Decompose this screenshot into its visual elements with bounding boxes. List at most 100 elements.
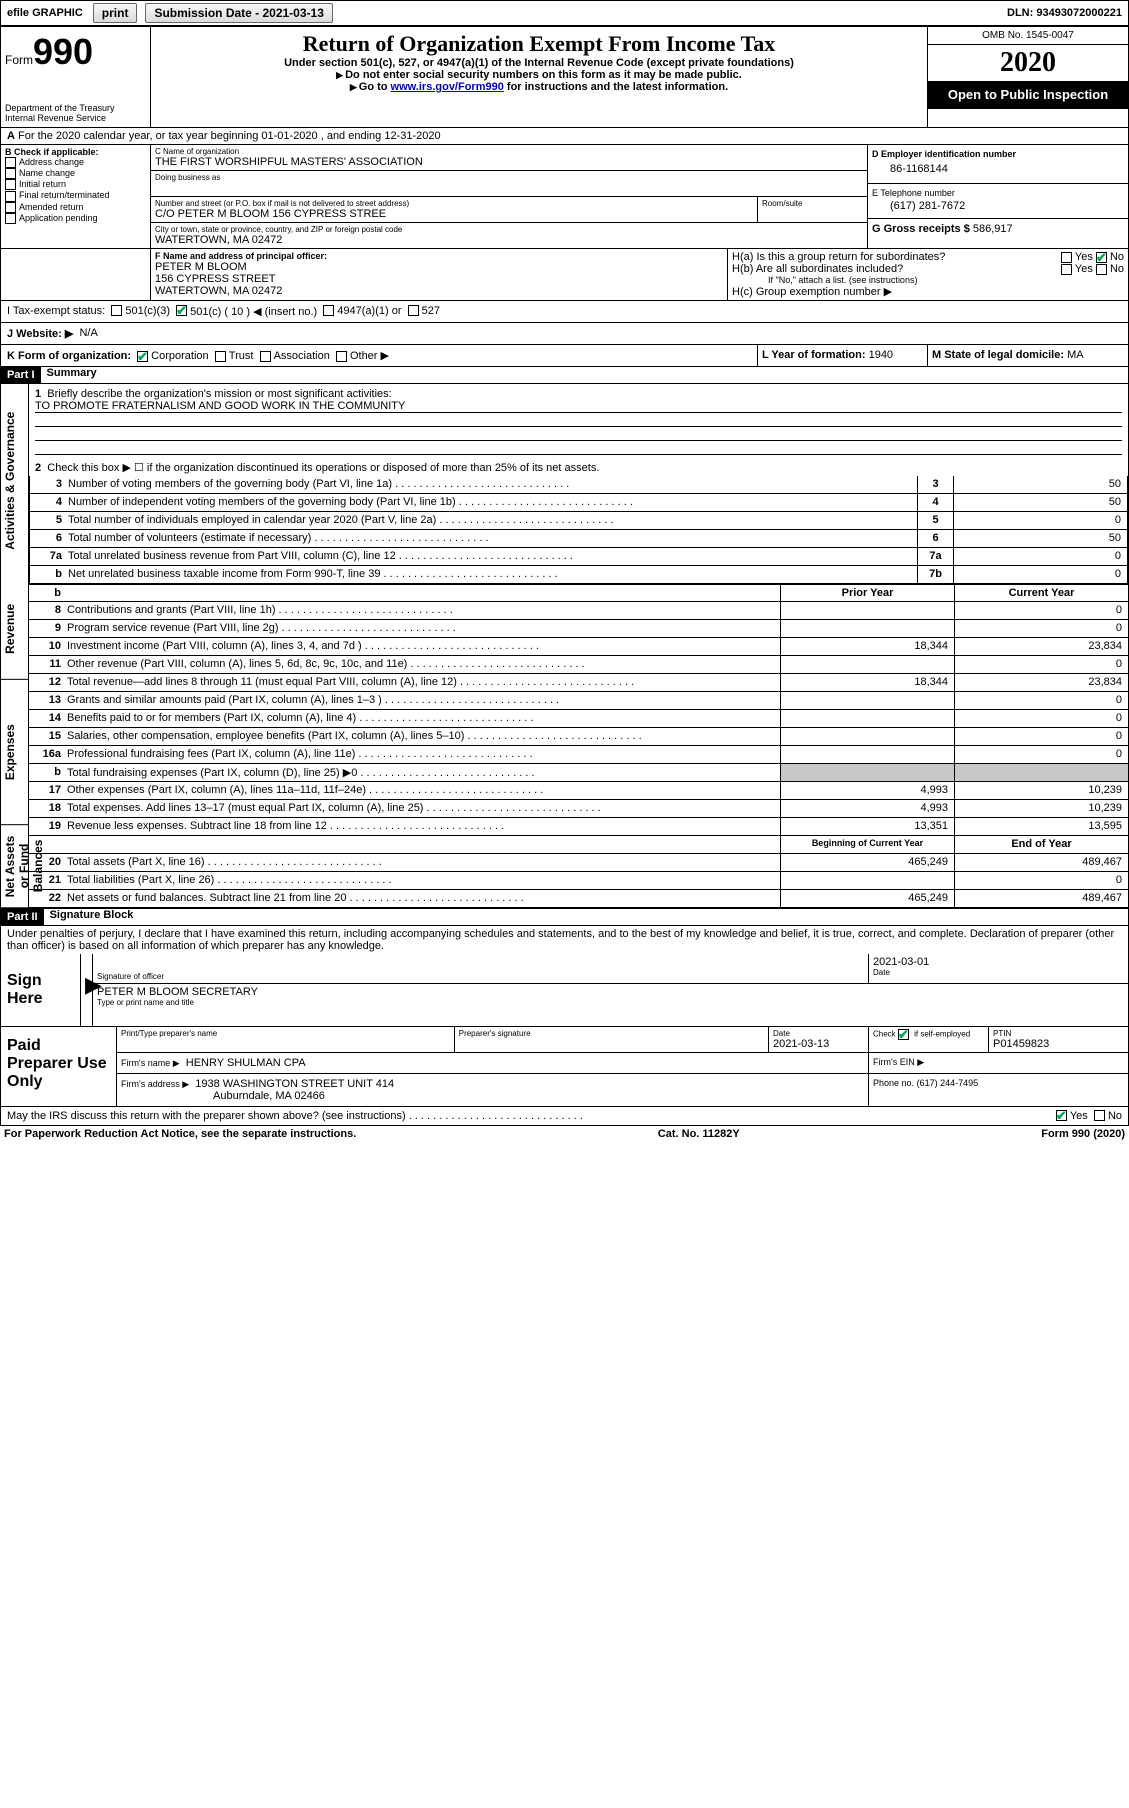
l1-value: TO PROMOTE FRATERNALISM AND GOOD WORK IN… [35, 400, 1122, 413]
chk-4947[interactable] [323, 305, 334, 316]
box-f-label: F Name and address of principal officer: [155, 251, 327, 261]
summary-row: 11Other revenue (Part VIII, column (A), … [29, 656, 1128, 674]
identity-block: B Check if applicable: Address change Na… [0, 145, 1129, 249]
dba-label: Doing business as [155, 173, 863, 182]
dept-line1: Department of the Treasury [5, 103, 146, 113]
top-bar: efile GRAPHIC print Submission Date - 20… [0, 0, 1129, 26]
firm-phone: (617) 244-7495 [917, 1078, 979, 1088]
chk-irs-no[interactable] [1094, 1110, 1105, 1121]
summary-row: 10Investment income (Part VIII, column (… [29, 638, 1128, 656]
chk-527[interactable] [408, 305, 419, 316]
chk-initial-return[interactable] [5, 179, 16, 190]
chk-other[interactable] [336, 351, 347, 362]
street-value: C/O PETER M BLOOM 156 CYPRESS STREE [155, 208, 753, 220]
chk-assoc[interactable] [260, 351, 271, 362]
dept-line2: Internal Revenue Service [5, 113, 146, 123]
paid-preparer-block: Paid Preparer Use Only Print/Type prepar… [0, 1027, 1129, 1107]
print-button[interactable]: print [93, 3, 138, 23]
submission-date-button[interactable]: Submission Date - 2021-03-13 [145, 3, 332, 23]
officer-name: PETER M BLOOM [155, 261, 723, 273]
hdr-beg: Beginning of Current Year [780, 836, 954, 853]
summary-row: 5Total number of individuals employed in… [30, 512, 1127, 530]
form-number: 990 [33, 31, 93, 72]
officer-city: WATERTOWN, MA 02472 [155, 285, 723, 297]
l1-label: Briefly describe the organization's miss… [47, 388, 391, 400]
hdr-prior: Prior Year [780, 585, 954, 601]
sig-date: 2021-03-01 [873, 956, 1124, 968]
summary-row: 8Contributions and grants (Part VIII, li… [29, 602, 1128, 620]
box-m-label: M State of legal domicile: [932, 349, 1064, 361]
line-klm: K Form of organization: Corporation Trus… [0, 345, 1129, 367]
officer-street: 156 CYPRESS STREET [155, 273, 723, 285]
page-footer: For Paperwork Reduction Act Notice, see … [0, 1126, 1129, 1142]
chk-ha-no[interactable] [1096, 252, 1107, 263]
firm-name-label: Firm's name ▶ [121, 1058, 180, 1068]
pp-date: 2021-03-13 [773, 1038, 864, 1050]
chk-irs-yes[interactable] [1056, 1110, 1067, 1121]
summary-row: 14Benefits paid to or for members (Part … [29, 710, 1128, 728]
note-ssn: Do not enter social security numbers on … [345, 69, 742, 81]
city-label: City or town, state or province, country… [155, 225, 863, 234]
pp-date-label: Date [773, 1029, 864, 1038]
h-c-label: H(c) Group exemption number ▶ [732, 285, 1124, 298]
chk-trust[interactable] [215, 351, 226, 362]
summary-row: 4Number of independent voting members of… [30, 494, 1127, 512]
summary-row: 12Total revenue—add lines 8 through 11 (… [29, 674, 1128, 692]
tax-year: 2020 [928, 45, 1128, 82]
form-title: Return of Organization Exempt From Incom… [155, 31, 923, 57]
paid-preparer-label: Paid Preparer Use Only [1, 1027, 117, 1106]
chk-final-return[interactable] [5, 191, 16, 202]
summary-row: 15Salaries, other compensation, employee… [29, 728, 1128, 746]
firm-ein-label: Firm's EIN ▶ [868, 1053, 1128, 1073]
chk-application-pending[interactable] [5, 213, 16, 224]
summary-row: 6Total number of volunteers (estimate if… [30, 530, 1127, 548]
summary-row: 19Revenue less expenses. Subtract line 1… [29, 818, 1128, 836]
declaration-text: Under penalties of perjury, I declare th… [0, 926, 1129, 954]
chk-ha-yes[interactable] [1061, 252, 1072, 263]
chk-name-change[interactable] [5, 168, 16, 179]
summary-row: 7aTotal unrelated business revenue from … [30, 548, 1127, 566]
box-g-label: G Gross receipts $ [872, 223, 970, 235]
side-netassets: Net Assets or Fund Balances [1, 825, 28, 908]
city-value: WATERTOWN, MA 02472 [155, 234, 863, 246]
box-c-name-label: C Name of organization [155, 147, 863, 156]
year-formed: 1940 [869, 349, 893, 361]
chk-amended-return[interactable] [5, 202, 16, 213]
form-subtitle: Under section 501(c), 527, or 4947(a)(1)… [155, 57, 923, 69]
chk-self-employed[interactable] [898, 1029, 909, 1040]
summary-row: bTotal fundraising expenses (Part IX, co… [29, 764, 1128, 782]
public-inspection: Open to Public Inspection [928, 82, 1128, 109]
h-b-label: H(b) Are all subordinates included? [732, 263, 1061, 275]
part2-title: Signature Block [44, 909, 134, 925]
summary-row: 20Total assets (Part X, line 16)465,2494… [29, 854, 1128, 872]
note-goto-pre: Go to [359, 81, 391, 93]
chk-hb-yes[interactable] [1061, 264, 1072, 275]
expense-rows: 13Grants and similar amounts paid (Part … [29, 692, 1128, 836]
chk-501c3[interactable] [111, 305, 122, 316]
summary-row: 3Number of voting members of the governi… [30, 476, 1127, 494]
line-a: A For the 2020 calendar year, or tax yea… [0, 128, 1129, 145]
ptin-value: P01459823 [993, 1038, 1124, 1050]
website-value: N/A [79, 327, 97, 340]
pp-name-label: Print/Type preparer's name [117, 1027, 454, 1052]
sign-here-label: Sign Here [1, 954, 81, 1026]
part1-body: Activities & Governance Revenue Expenses… [0, 384, 1129, 908]
box-i-label: I Tax-exempt status: [7, 305, 105, 318]
box-b-label: B Check if applicable: [5, 147, 99, 157]
chk-hb-no[interactable] [1096, 264, 1107, 275]
chk-501c[interactable] [176, 305, 187, 316]
sign-here-block: Sign Here ▶ Signature of officer 2021-03… [0, 954, 1129, 1027]
form-word: Form [5, 53, 33, 67]
line-a-text: For the 2020 calendar year, or tax year … [18, 130, 441, 142]
summary-row: 13Grants and similar amounts paid (Part … [29, 692, 1128, 710]
form-header: Form990 Department of the Treasury Inter… [0, 26, 1129, 128]
part2-badge: Part II [1, 909, 44, 925]
firm-name: HENRY SHULMAN CPA [186, 1057, 306, 1069]
chk-address-change[interactable] [5, 157, 16, 168]
summary-row: 21Total liabilities (Part X, line 26)0 [29, 872, 1128, 890]
ptin-label: PTIN [993, 1029, 1124, 1038]
form990-link[interactable]: www.irs.gov/Form990 [391, 81, 504, 93]
chk-corp[interactable] [137, 351, 148, 362]
line-j: J Website: ▶ N/A [0, 323, 1129, 345]
note-goto-post: for instructions and the latest informat… [504, 81, 728, 93]
